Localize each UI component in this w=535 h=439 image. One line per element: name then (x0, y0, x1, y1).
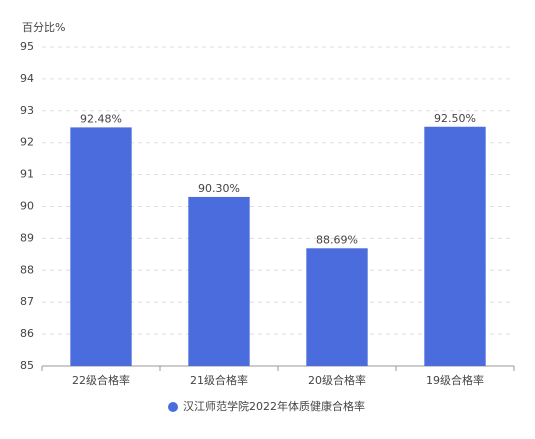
data-label: 88.69% (316, 233, 358, 246)
y-tick-label: 87 (20, 295, 34, 308)
y-tick-label: 95 (20, 40, 34, 53)
data-label: 92.50% (434, 112, 476, 125)
x-tick-label: 19级合格率 (426, 373, 484, 387)
x-tick-label: 22级合格率 (72, 373, 130, 387)
x-tick-label: 20级合格率 (308, 373, 366, 387)
y-axis-title: 百分比% (22, 21, 65, 34)
bar (188, 196, 250, 366)
y-tick-label: 89 (20, 231, 34, 244)
y-tick-label: 88 (20, 263, 34, 276)
legend-marker (168, 402, 178, 412)
data-label: 90.30% (198, 182, 240, 195)
data-label: 92.48% (80, 112, 122, 125)
x-tick-label: 21级合格率 (190, 373, 248, 387)
y-tick-label: 90 (20, 200, 34, 213)
y-tick-label: 86 (20, 327, 34, 340)
y-tick-label: 93 (20, 104, 34, 117)
bar (70, 127, 132, 366)
bar (424, 126, 486, 366)
y-tick-label: 91 (20, 168, 34, 181)
y-tick-label: 92 (20, 136, 34, 149)
legend-label: 汉江师范学院2022年体质健康合格率 (183, 399, 365, 413)
y-tick-label: 94 (20, 72, 34, 85)
y-tick-label: 85 (20, 359, 34, 372)
bar (306, 248, 368, 366)
